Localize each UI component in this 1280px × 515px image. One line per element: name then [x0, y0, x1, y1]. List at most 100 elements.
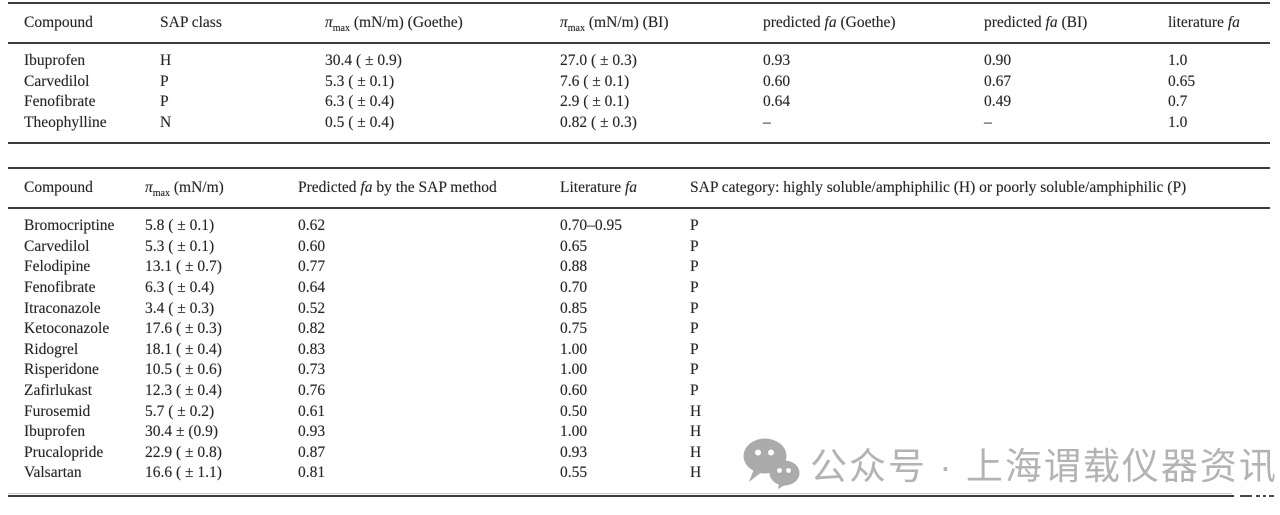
fa-post: by the SAP method [372, 178, 497, 196]
pi-symbol: π [145, 178, 153, 196]
cell-fa-lit: 0.65 [560, 237, 588, 255]
table-header-row: Compound SAP class πmax (mN/m) (Goethe) … [8, 3, 1270, 44]
cell-pimax: 17.6 ( ± 0.3) [145, 320, 222, 338]
cell-compound: Prucalopride [24, 443, 104, 461]
cell-compound: Carvedilol [24, 72, 90, 90]
cell-fa-pred: 0.82 [298, 320, 326, 338]
pi-unit-text: (mN/m) (Goethe) [349, 13, 463, 31]
results-table-sap-method: Compound πmax (mN/m) Predicted fa by the… [8, 167, 1270, 484]
cell-category: P [690, 320, 699, 338]
cell-fa-lit: 0.75 [560, 320, 588, 338]
pi-unit-text: (mN/m) (BI) [584, 13, 669, 31]
cell-fa-lit: 0.55 [560, 464, 588, 482]
table-row: Ridogrel 18.1 ( ± 0.4) 0.83 1.00 P [8, 340, 1270, 361]
table-row: Prucalopride 22.9 ( ± 0.8) 0.87 0.93 H [8, 443, 1270, 464]
fa-symbol: fa [360, 178, 373, 196]
cell-category: P [690, 237, 699, 255]
cell-fa-lit: 0.70 [560, 278, 588, 296]
pi-symbol: π [325, 13, 333, 31]
cell-category: P [690, 258, 699, 276]
col-header-predicted-fa-goethe: predicted fa (Goethe) [747, 3, 968, 44]
cell-compound: Itraconazole [24, 299, 101, 317]
table2-bottom-rule-dash [1256, 495, 1260, 497]
cell-pimax-bi: 2.9 ( ± 0.1) [560, 93, 630, 111]
table-row: Felodipine 13.1 ( ± 0.7) 0.77 0.88 P [8, 257, 1270, 278]
cell-pimax: 10.5 ( ± 0.6) [145, 361, 222, 379]
cell-category: H [690, 423, 702, 441]
col-header-literature-fa: Literature fa [544, 168, 674, 209]
cell-fa-lit: 1.00 [560, 340, 588, 358]
cell-category: P [690, 340, 699, 358]
cell-category: P [690, 381, 699, 399]
table2-bottom-rule-dash [1240, 495, 1252, 497]
table-row: Fenofibrate 6.3 ( ± 0.4) 0.64 0.70 P [8, 278, 1270, 299]
cell-fa-pred: 0.83 [298, 340, 326, 358]
cell-compound: Ibuprofen [24, 423, 86, 441]
cell-pimax: 13.1 ( ± 0.7) [145, 258, 222, 276]
results-table-goethe-vs-bi: Compound SAP class πmax (mN/m) (Goethe) … [8, 2, 1270, 145]
cell-compound: Valsartan [24, 464, 82, 482]
col-header-sap-class: SAP class [144, 3, 309, 44]
cell-pimax: 18.1 ( ± 0.4) [145, 340, 222, 358]
cell-compound: Ridogrel [24, 340, 79, 358]
table2-bottom-rule-dash [1269, 495, 1274, 497]
cell-compound: Theophylline [24, 113, 107, 131]
wechat-icon [743, 438, 800, 489]
cell-category: P [690, 217, 699, 235]
fa-post: (Goethe) [836, 13, 896, 31]
col-header-sap-category: SAP category: highly soluble/amphiphilic… [674, 168, 1270, 209]
cell-fa-bi: – [984, 113, 992, 131]
table-row: Theophylline N 0.5 ( ± 0.4) 0.82 ( ± 0.3… [8, 113, 1270, 144]
col-header-pimax-goethe: πmax (mN/m) (Goethe) [309, 3, 544, 44]
fa-pre: predicted [763, 13, 825, 31]
cell-fa-pred: 0.60 [298, 237, 326, 255]
table-row: Bromocriptine 5.8 ( ± 0.1) 0.62 0.70–0.9… [8, 208, 1270, 237]
cell-category: H [690, 443, 702, 461]
cell-fa-pred: 0.81 [298, 464, 326, 482]
cell-compound: Furosemid [24, 402, 91, 420]
fa-pre: literature [1168, 13, 1228, 31]
cell-fa-pred: 0.61 [298, 402, 326, 420]
cell-compound: Carvedilol [24, 237, 90, 255]
fa-symbol: fa [824, 13, 837, 31]
cell-fa-lit: 0.70–0.95 [560, 217, 622, 235]
cell-pimax: 5.7 ( ± 0.2) [145, 402, 215, 420]
cell-fa-pred: 0.62 [298, 217, 326, 235]
cell-sap-class: N [160, 113, 172, 131]
table-row: Risperidone 10.5 ( ± 0.6) 0.73 1.00 P [8, 360, 1270, 381]
table-row: Ibuprofen H 30.4 ( ± 0.9) 27.0 ( ± 0.3) … [8, 43, 1270, 72]
cell-fa-pred: 0.52 [298, 299, 326, 317]
cell-fa-lit: 0.65 [1168, 72, 1196, 90]
pi-subscript: max [152, 187, 170, 199]
cell-pimax: 30.4 ± (0.9) [145, 423, 219, 441]
cell-category: H [690, 402, 702, 420]
cell-category: H [690, 464, 702, 482]
cell-fa-pred: 0.76 [298, 381, 326, 399]
watermark-text: 公众号 · 上海谓载仪器资讯 [810, 446, 1278, 487]
cell-sap-class: P [160, 72, 169, 90]
cell-fa-lit: 0.50 [560, 402, 588, 420]
pi-subscript: max [567, 22, 585, 34]
table-row: Carvedilol P 5.3 ( ± 0.1) 7.6 ( ± 0.1) 0… [8, 72, 1270, 93]
cell-compound: Felodipine [24, 258, 91, 276]
col-header-pimax-bi: πmax (mN/m) (BI) [544, 3, 747, 44]
cell-fa-lit: 0.93 [560, 443, 588, 461]
table-row: Zafirlukast 12.3 ( ± 0.4) 0.76 0.60 P [8, 381, 1270, 402]
table-row: Furosemid 5.7 ( ± 0.2) 0.61 0.50 H [8, 401, 1270, 422]
table-row: Carvedilol 5.3 ( ± 0.1) 0.60 0.65 P [8, 237, 1270, 258]
cell-sap-class: P [160, 93, 169, 111]
cell-fa-bi: 0.49 [984, 93, 1012, 111]
cell-pimax: 22.9 ( ± 0.8) [145, 443, 222, 461]
col-header-literature-fa: literature fa [1152, 3, 1270, 44]
cell-pimax: 3.4 ( ± 0.3) [145, 299, 215, 317]
cell-fa-pred: 0.77 [298, 258, 326, 276]
cell-compound: Ibuprofen [24, 52, 86, 70]
cell-category: P [690, 299, 699, 317]
fa-pre: Predicted [298, 178, 361, 196]
cell-fa-lit: 1.0 [1168, 52, 1188, 70]
cell-fa-goethe: 0.60 [763, 72, 791, 90]
cell-compound: Fenofibrate [24, 93, 96, 111]
cell-fa-pred: 0.73 [298, 361, 326, 379]
fa-post: (BI) [1057, 13, 1088, 31]
table-row: Itraconazole 3.4 ( ± 0.3) 0.52 0.85 P [8, 298, 1270, 319]
